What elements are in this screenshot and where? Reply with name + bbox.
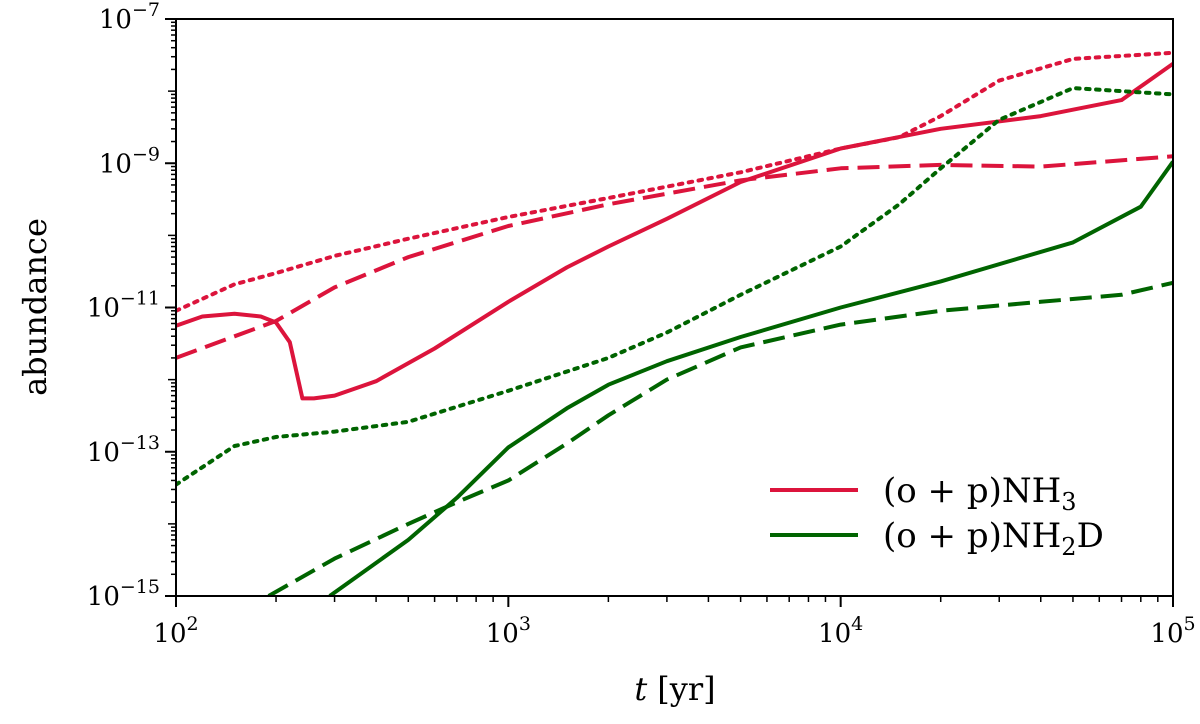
y-tick-label: 10−11 xyxy=(87,288,160,324)
y-tick-label: 10−15 xyxy=(87,576,160,612)
legend: (o + p)NH3(o + p)NH2D xyxy=(770,471,1104,561)
x-tick-label: 104 xyxy=(818,613,863,649)
legend-label: (o + p)NH3 xyxy=(883,471,1077,516)
y-tick-label: 10−9 xyxy=(99,143,160,179)
x-axis-label-unit: [yr] xyxy=(657,670,715,708)
x-axis-label-var: t xyxy=(634,670,647,708)
ticks-layer: 102 103 104 105 10−15 10−13 10−11 10−9 10−7 xyxy=(87,0,1196,649)
series-line-nh2d_dotted xyxy=(176,86,1173,487)
legend-label: (o + p)NH2D xyxy=(883,516,1104,561)
series-line-nh2d_solid xyxy=(328,160,1173,596)
y-tick-label: 10−13 xyxy=(87,432,160,468)
series-line-nh2d_dashed xyxy=(267,280,1173,596)
series-line-nh3_solid xyxy=(176,62,1173,401)
x-axis-label: t [yr] xyxy=(634,670,715,708)
y-axis-label: abundance xyxy=(16,218,54,396)
series-line-nh3_dotted xyxy=(176,50,1173,313)
series-layer xyxy=(176,50,1173,596)
x-tick-label: 103 xyxy=(486,613,531,649)
x-tick-label: 102 xyxy=(153,613,198,649)
y-tick-label: 10−7 xyxy=(99,0,160,35)
x-tick-label: 105 xyxy=(1150,613,1195,649)
